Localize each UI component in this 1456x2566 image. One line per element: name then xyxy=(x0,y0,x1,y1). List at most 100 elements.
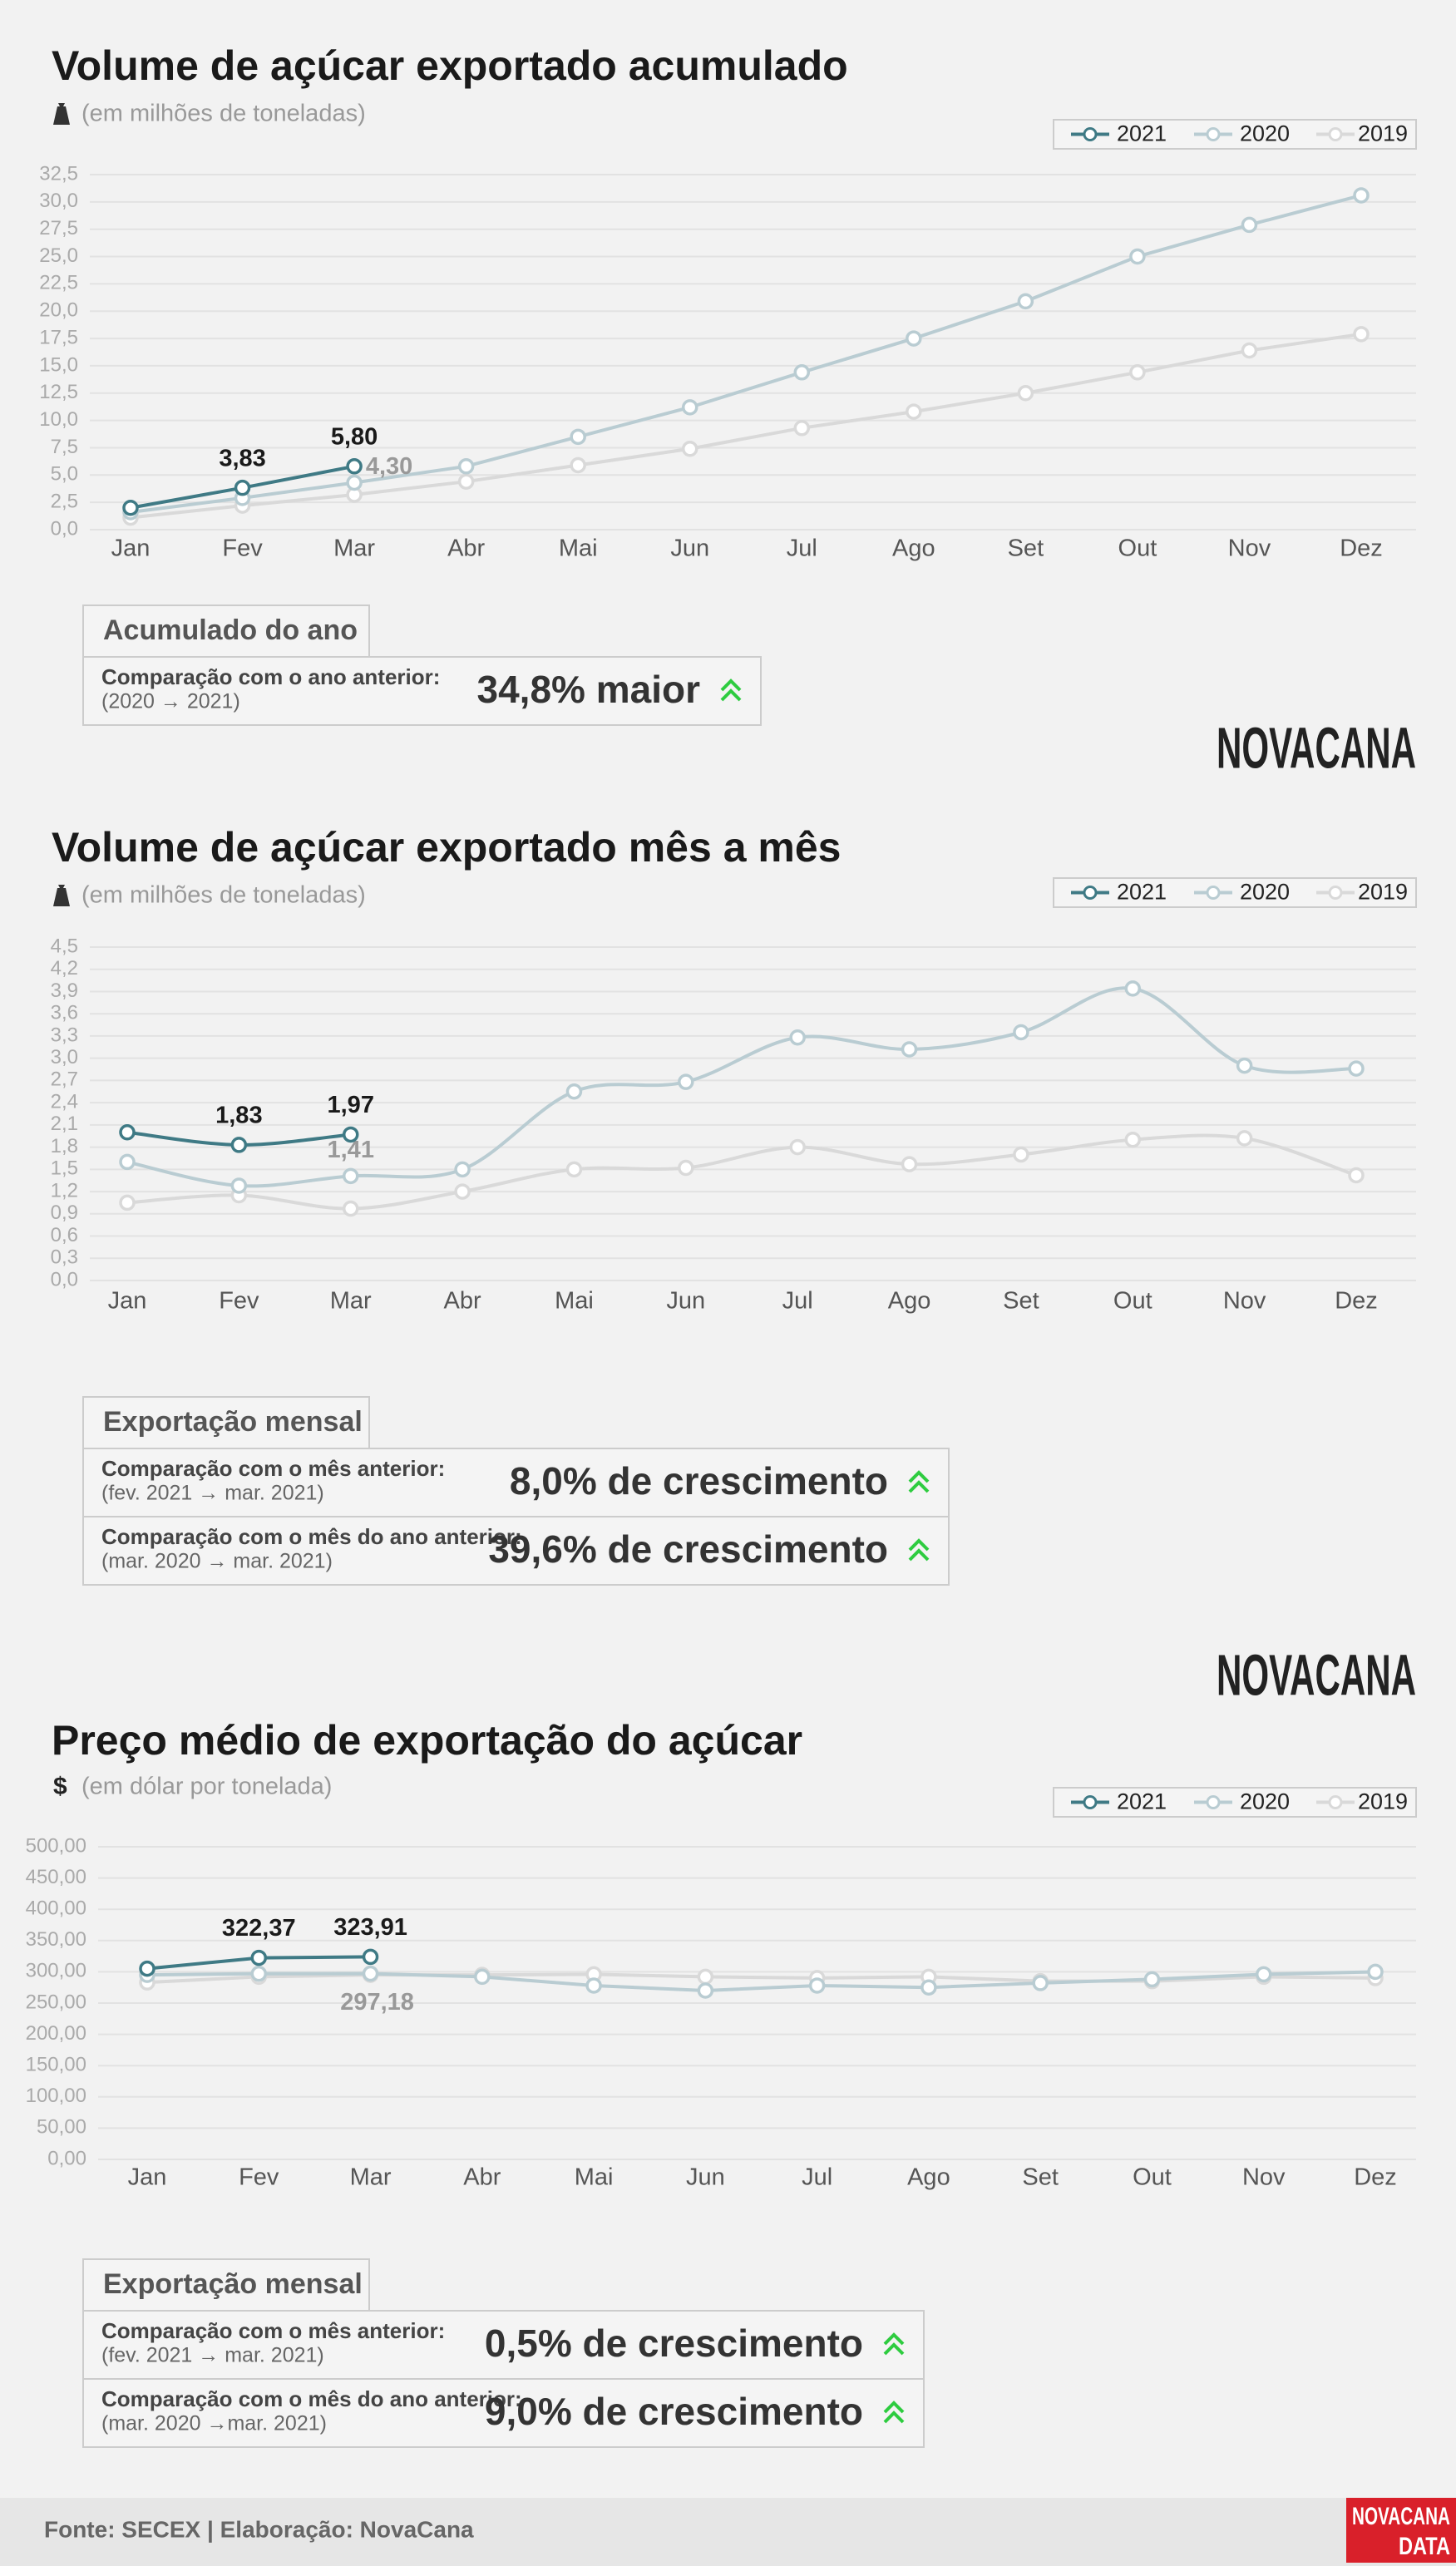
data-point xyxy=(793,364,811,381)
y-tick-label: 1,5 xyxy=(51,1157,78,1180)
series-line xyxy=(146,1970,1376,1992)
up-arrow xyxy=(720,679,742,702)
x-tick-label: Jan xyxy=(128,2164,167,2191)
row-period: (fev. 2021 → mar. 2021) xyxy=(101,1482,324,1505)
x-tick-label: Jun xyxy=(686,2164,725,2191)
summary-header: Acumulado do ano xyxy=(103,614,358,646)
row-label: Comparação com o mês do ano anterior: xyxy=(101,2386,522,2411)
weight-icon xyxy=(53,103,70,125)
y-tick-label: 1,2 xyxy=(51,1179,78,1202)
data-label: 5,80 xyxy=(331,423,378,450)
legend-marker xyxy=(1083,1795,1098,1809)
x-tick-label: Dez xyxy=(1335,1288,1378,1315)
data-point xyxy=(346,474,363,491)
data-point xyxy=(920,1979,937,1996)
summary-header-box xyxy=(82,2258,370,2312)
data-point xyxy=(906,330,922,347)
legend-marker xyxy=(1083,886,1098,900)
data-point xyxy=(1348,1167,1365,1184)
data-point xyxy=(342,1200,359,1217)
data-point xyxy=(906,403,922,420)
y-tick-label: 250,00 xyxy=(26,1991,86,2013)
footer-band xyxy=(0,2498,1456,2566)
y-tick-label: 0,0 xyxy=(51,1268,78,1290)
data-point xyxy=(1236,1057,1253,1074)
y-tick-label: 100,00 xyxy=(26,2085,86,2107)
badge-text: DATA xyxy=(1399,2533,1450,2560)
y-tick-label: 27,5 xyxy=(39,217,78,239)
chart-subtitle: (em milhões de toneladas) xyxy=(81,101,366,127)
y-tick-label: 500,00 xyxy=(26,1834,86,1857)
y-tick-label: 3,0 xyxy=(51,1046,78,1068)
data-point xyxy=(454,1161,471,1178)
y-tick-label: 32,5 xyxy=(39,162,78,185)
series-line xyxy=(126,1133,1357,1211)
row-label: Comparação com o ano anterior: xyxy=(101,664,440,689)
data-point xyxy=(901,1156,918,1172)
data-point xyxy=(1124,980,1142,997)
y-tick-label: 450,00 xyxy=(26,1866,86,1888)
x-tick-label: Dez xyxy=(1354,2164,1397,2191)
x-tick-label: Jul xyxy=(802,2164,832,2191)
chart-title: Volume de açúcar exportado acumulado xyxy=(52,42,848,89)
data-point xyxy=(1013,1024,1029,1041)
summary-row xyxy=(82,2378,925,2448)
x-tick-label: Jul xyxy=(787,535,817,562)
x-tick-label: Ago xyxy=(888,1288,931,1315)
summary-row xyxy=(82,1516,950,1586)
legend-label: 2020 xyxy=(1240,880,1290,905)
y-tick-label: 150,00 xyxy=(26,2054,86,2076)
y-tick-label: 300,00 xyxy=(26,1960,86,1982)
up-arrow xyxy=(908,1470,930,1493)
data-point xyxy=(1255,1966,1272,1983)
y-tick-label: 30,0 xyxy=(39,190,78,212)
data-point xyxy=(362,1948,379,1966)
x-tick-label: Set xyxy=(1008,535,1044,562)
data-point xyxy=(678,1073,694,1090)
y-tick-label: 400,00 xyxy=(26,1897,86,1920)
row-value: 39,6% de crescimento xyxy=(488,1527,888,1571)
x-tick-label: Ago xyxy=(892,535,935,562)
data-point xyxy=(1367,1963,1384,1981)
y-tick-label: 22,5 xyxy=(39,272,78,294)
x-tick-label: Mar xyxy=(330,1288,372,1315)
summary-header-box xyxy=(82,1396,370,1449)
data-point xyxy=(342,1126,359,1143)
data-point xyxy=(1143,1971,1161,1988)
y-tick-label: 3,6 xyxy=(51,1002,78,1024)
data-point xyxy=(362,1965,379,1982)
logo: NOVACANA xyxy=(1217,715,1416,780)
data-point xyxy=(1348,1060,1365,1077)
data-point xyxy=(1124,1131,1142,1148)
x-tick-label: Mai xyxy=(575,2164,614,2191)
data-point xyxy=(1129,248,1146,265)
up-arrow xyxy=(908,1538,930,1562)
data-point xyxy=(681,399,698,416)
y-tick-label: 2,5 xyxy=(51,490,78,512)
y-tick-label: 10,0 xyxy=(39,408,78,431)
data-label: 323,91 xyxy=(333,1914,407,1941)
y-tick-label: 15,0 xyxy=(39,353,78,376)
y-tick-label: 0,0 xyxy=(51,517,78,540)
x-tick-label: Mar xyxy=(333,535,375,562)
data-point xyxy=(793,420,811,437)
data-point xyxy=(585,1977,602,1994)
x-tick-label: Out xyxy=(1113,1288,1152,1315)
row-value: 34,8% maior xyxy=(477,668,701,711)
x-tick-label: Fev xyxy=(239,2164,279,2191)
row-period: (mar. 2020 →mar. 2021) xyxy=(101,2412,327,2435)
chart-subtitle: (em dólar por tonelada) xyxy=(81,1774,332,1800)
legend-box xyxy=(1053,1787,1417,1818)
data-label: 1,83 xyxy=(215,1103,262,1129)
data-point xyxy=(697,1982,714,1999)
x-tick-label: Jan xyxy=(108,1288,147,1315)
data-point xyxy=(230,1137,248,1153)
y-tick-label: 1,8 xyxy=(51,1135,78,1157)
data-point xyxy=(697,1968,714,1986)
weight-icon xyxy=(53,885,70,906)
legend-label: 2019 xyxy=(1358,121,1408,146)
legend-marker xyxy=(1328,886,1343,900)
summary-row xyxy=(82,1448,950,1517)
